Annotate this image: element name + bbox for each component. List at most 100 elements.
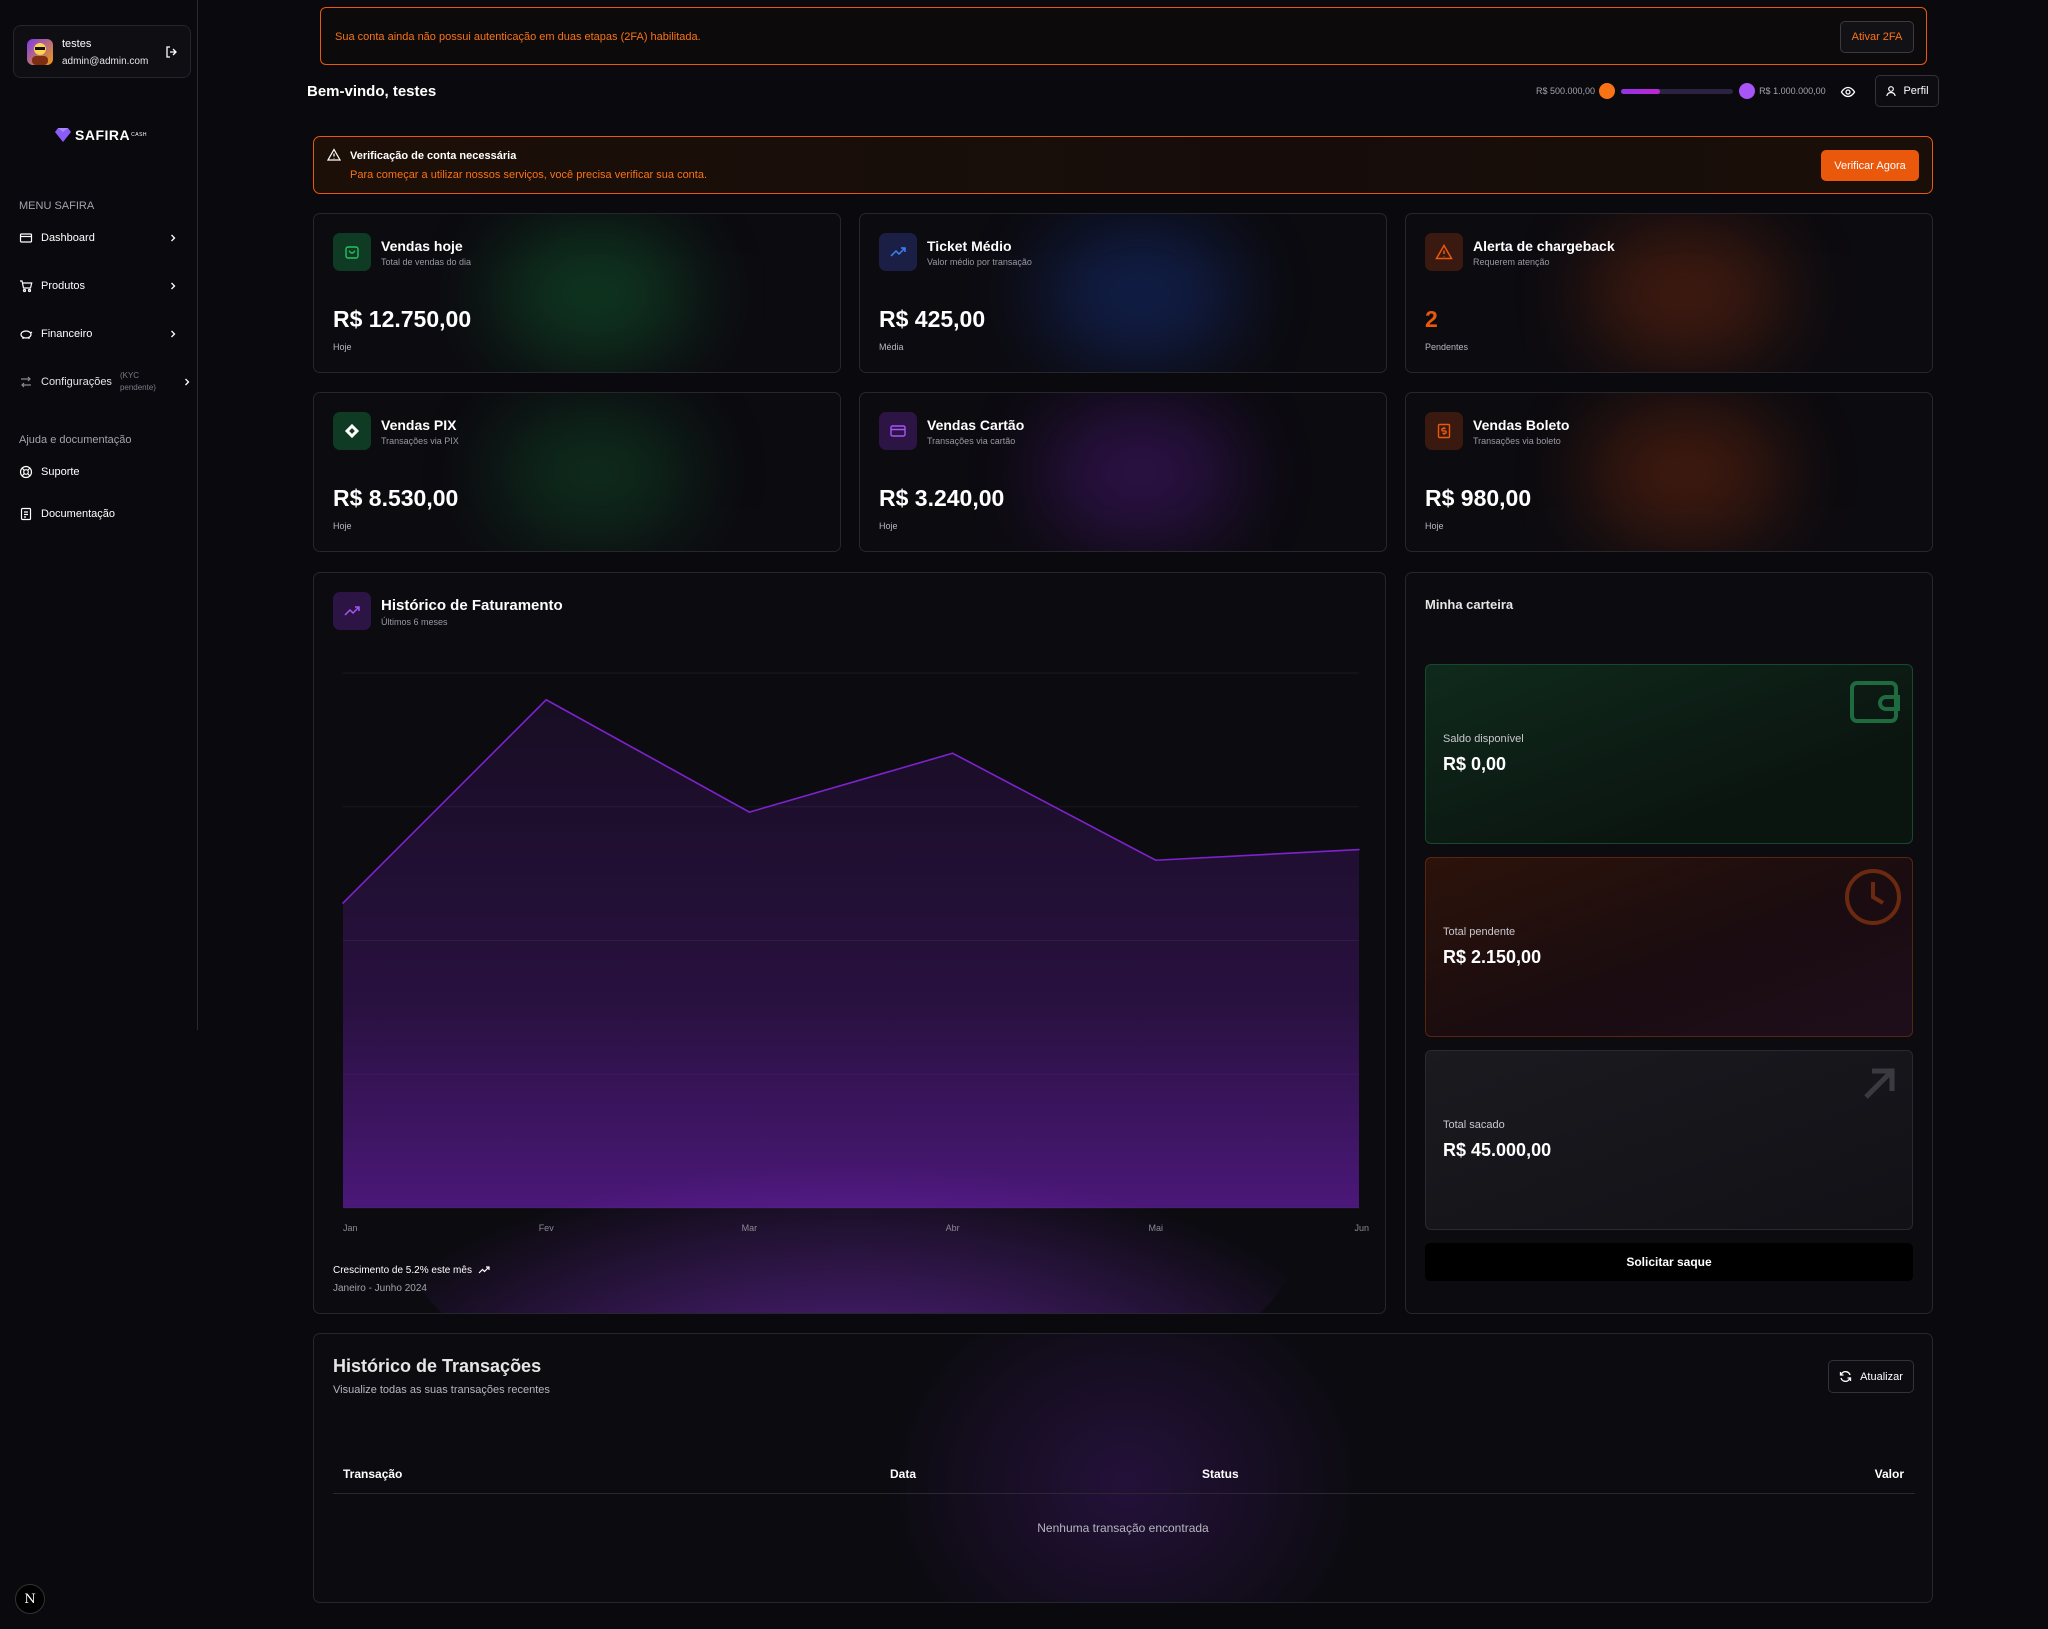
goal-to: R$ 1.000.000,00 bbox=[1759, 86, 1826, 96]
stat-footer: Hoje bbox=[333, 521, 352, 531]
column-header-status[interactable]: Status bbox=[1202, 1467, 1239, 1481]
page-title: Bem-vindo, testes bbox=[307, 83, 437, 100]
stat-title: Ticket Médio bbox=[927, 238, 1012, 254]
receipt-dollar-icon bbox=[1437, 423, 1451, 439]
help-section-title: Ajuda e documentação bbox=[19, 434, 132, 446]
stat-value: R$ 425,00 bbox=[879, 306, 986, 332]
sidebar-item-label: Produtos bbox=[41, 280, 86, 292]
piggy-bank-icon bbox=[20, 330, 33, 339]
column-header-data[interactable]: Data bbox=[890, 1467, 917, 1481]
wallet-label: Total sacado bbox=[1443, 1119, 1505, 1131]
request-withdrawal-button[interactable]: Solicitar saque bbox=[1425, 1243, 1913, 1281]
stat-card-vendas-cartao: Vendas Cartão Transações via cartão R$ 3… bbox=[859, 392, 1387, 552]
stat-icon-box bbox=[1425, 412, 1463, 450]
revenue-chart: Jan Fev Mar Abr Mai Jun bbox=[342, 672, 1369, 1313]
stat-card-vendas-boleto: Vendas Boleto Transações via boleto R$ 9… bbox=[1405, 392, 1933, 552]
stat-subtitle: Transações via boleto bbox=[1473, 436, 1561, 446]
stat-title: Vendas Boleto bbox=[1473, 417, 1570, 433]
transactions-card: Histórico de Transações Visualize todas … bbox=[313, 1333, 1933, 1603]
card-glow bbox=[494, 403, 694, 543]
sidebar-item-documentacao[interactable]: Documentação bbox=[19, 500, 179, 528]
eye-icon[interactable] bbox=[1840, 84, 1856, 100]
refresh-button[interactable]: Atualizar bbox=[1828, 1360, 1914, 1393]
stat-icon-box bbox=[879, 412, 917, 450]
chevron-right-icon bbox=[185, 378, 190, 386]
x-tick-label: Jun bbox=[1354, 1223, 1369, 1233]
user-email: admin@admin.com bbox=[62, 56, 149, 67]
stat-value: R$ 12.750,00 bbox=[333, 306, 472, 332]
column-header-transacao[interactable]: Transação bbox=[343, 1467, 403, 1481]
sidebar-item-dashboard[interactable]: Dashboard bbox=[19, 224, 179, 252]
sidebar-item-produtos[interactable]: Produtos bbox=[19, 272, 179, 300]
column-header-valor[interactable]: Valor bbox=[1874, 1467, 1904, 1481]
wallet-available-box: Saldo disponível R$ 0,00 bbox=[1425, 664, 1913, 844]
arrow-up-right-icon bbox=[1864, 1068, 1895, 1099]
revenue-goal: R$ 500.000,00 R$ 1.000.000,00 bbox=[1536, 80, 1826, 102]
user-card[interactable]: testes admin@admin.com bbox=[13, 25, 191, 78]
area-glow bbox=[391, 978, 1311, 1313]
chevron-right-icon bbox=[171, 282, 176, 290]
stat-title: Vendas PIX bbox=[381, 417, 457, 433]
clock-icon bbox=[1845, 869, 1901, 925]
next-badge[interactable]: N bbox=[15, 1584, 45, 1614]
alert-triangle-icon bbox=[1435, 243, 1453, 260]
chart-title: Histórico de Faturamento bbox=[381, 597, 563, 614]
chart-icon-box bbox=[333, 592, 371, 630]
data-point bbox=[342, 902, 344, 904]
logo-sup: CASH bbox=[131, 132, 148, 138]
transactions-title: Histórico de Transações bbox=[333, 1356, 542, 1376]
trending-up-icon bbox=[478, 1266, 490, 1274]
pix-icon bbox=[344, 423, 360, 439]
profile-button[interactable]: Perfil bbox=[1875, 75, 1939, 107]
sidebar-item-label: Suporte bbox=[41, 466, 80, 478]
logo[interactable]: SAFIRA CASH bbox=[55, 125, 155, 145]
activate-2fa-button[interactable]: Ativar 2FA bbox=[1840, 21, 1914, 53]
goal-progress bbox=[1621, 88, 1734, 94]
logout-icon[interactable] bbox=[164, 44, 180, 60]
goal-progress-fill bbox=[1621, 88, 1661, 94]
dashboard-icon bbox=[19, 233, 33, 243]
bronze-badge-icon bbox=[1599, 83, 1616, 99]
sidebar-item-label: Dashboard bbox=[41, 232, 95, 244]
stat-title: Vendas Cartão bbox=[927, 417, 1025, 433]
x-tick-label: Mai bbox=[1149, 1223, 1164, 1233]
gem-icon bbox=[55, 128, 71, 142]
verify-now-button[interactable]: Verificar Agora bbox=[1821, 150, 1919, 181]
lifebuoy-icon bbox=[19, 465, 33, 479]
stat-icon-box bbox=[333, 233, 371, 271]
wallet-value: R$ 0,00 bbox=[1443, 754, 1507, 774]
chevron-right-icon bbox=[171, 234, 176, 242]
x-tick-label: Fev bbox=[539, 1223, 555, 1233]
stat-subtitle: Requerem atenção bbox=[1473, 257, 1550, 267]
card-glow bbox=[1586, 224, 1786, 364]
x-tick-label: Abr bbox=[946, 1223, 960, 1233]
stat-title: Vendas hoje bbox=[381, 238, 463, 254]
shopping-bag-icon bbox=[345, 246, 359, 259]
verification-title: Verificação de conta necessária bbox=[350, 150, 517, 162]
stat-subtitle: Transações via PIX bbox=[381, 436, 459, 446]
sidebar-item-financeiro[interactable]: Financeiro bbox=[19, 320, 179, 348]
refresh-label: Atualizar bbox=[1860, 1370, 1903, 1383]
verification-subtitle: Para começar a utilizar nossos serviços,… bbox=[350, 169, 708, 181]
stat-subtitle: Total de vendas do dia bbox=[381, 257, 472, 267]
data-point bbox=[1155, 859, 1157, 862]
table-header-divider bbox=[333, 1493, 1915, 1494]
avatar bbox=[27, 39, 53, 65]
wallet-title: Minha carteira bbox=[1425, 597, 1514, 612]
stat-card-ticket-medio: Ticket Médio Valor médio por transação R… bbox=[859, 213, 1387, 373]
x-tick-label: Mar bbox=[742, 1223, 758, 1233]
trending-up-icon bbox=[890, 247, 906, 257]
growth-text: Crescimento de 5.2% este mês bbox=[333, 1264, 472, 1276]
verification-banner: Verificação de conta necessária Para com… bbox=[313, 136, 1933, 194]
warning-icon bbox=[327, 148, 341, 161]
stat-footer: Hoje bbox=[1425, 521, 1444, 531]
settings-icon bbox=[21, 376, 31, 388]
stat-title: Alerta de chargeback bbox=[1473, 238, 1615, 254]
chart-subtitle: Últimos 6 meses bbox=[381, 617, 448, 627]
stat-card-chargeback: Alerta de chargeback Requerem atenção 2 … bbox=[1405, 213, 1933, 373]
sidebar-item-suporte[interactable]: Suporte bbox=[19, 458, 179, 486]
logo-text: SAFIRA bbox=[75, 127, 131, 143]
sidebar-item-configuracoes[interactable]: Configurações (KYC pendente) bbox=[19, 368, 193, 396]
cart-icon bbox=[20, 280, 33, 293]
card-glow bbox=[1586, 403, 1786, 543]
